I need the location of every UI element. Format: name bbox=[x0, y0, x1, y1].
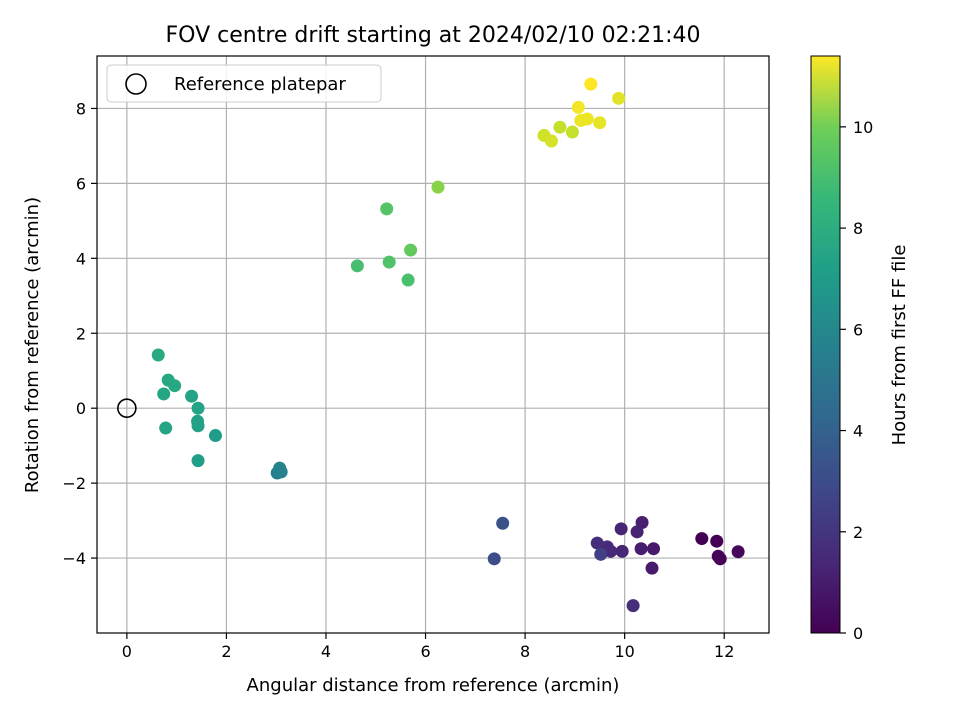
data-point bbox=[487, 552, 501, 566]
y-axis-label: Rotation from reference (arcmin) bbox=[22, 197, 43, 493]
chart-title: FOV centre drift starting at 2024/02/10 … bbox=[166, 23, 701, 48]
y-tick-label: 8 bbox=[76, 99, 86, 118]
data-point bbox=[157, 387, 171, 401]
colorbar-gradient bbox=[810, 55, 841, 634]
data-point bbox=[731, 545, 745, 559]
x-tick-label: 6 bbox=[420, 642, 430, 661]
data-point bbox=[553, 120, 567, 134]
y-tick-label: 2 bbox=[76, 324, 86, 343]
data-point bbox=[350, 259, 364, 273]
x-tick-label: 0 bbox=[122, 642, 132, 661]
legend-label: Reference platepar bbox=[174, 74, 346, 95]
colorbar-tick-label: 2 bbox=[853, 523, 863, 542]
data-point bbox=[645, 561, 659, 575]
data-point bbox=[273, 461, 287, 475]
colorbar-tick-label: 4 bbox=[853, 422, 863, 441]
data-point bbox=[191, 454, 205, 468]
colorbar-ticks: 0 2 4 6 8 10 bbox=[840, 118, 873, 643]
data-point bbox=[590, 536, 604, 550]
y-tick-label: 6 bbox=[76, 174, 86, 193]
data-point bbox=[647, 542, 661, 556]
x-tick-label: 8 bbox=[520, 642, 530, 661]
x-axis-label: Angular distance from reference (arcmin) bbox=[247, 675, 620, 696]
data-point bbox=[626, 599, 640, 613]
data-point bbox=[634, 542, 648, 556]
grid-lines bbox=[97, 56, 769, 633]
data-point bbox=[614, 522, 628, 536]
x-tick-label: 4 bbox=[321, 642, 331, 661]
colorbar-tick-label: 8 bbox=[853, 219, 863, 238]
x-tick-label: 2 bbox=[221, 642, 231, 661]
y-tick-label: −2 bbox=[62, 474, 86, 493]
data-point bbox=[401, 273, 415, 287]
data-point bbox=[191, 414, 205, 428]
data-point bbox=[630, 525, 644, 539]
y-tick-label: −4 bbox=[62, 549, 86, 568]
data-point bbox=[431, 180, 445, 194]
colorbar-tick-label: 0 bbox=[853, 624, 863, 643]
data-point bbox=[208, 429, 222, 443]
colorbar-tick-label: 6 bbox=[853, 320, 863, 339]
data-point bbox=[612, 91, 626, 105]
y-axis-ticks: −4 −2 0 2 4 6 8 bbox=[62, 99, 97, 568]
data-point bbox=[191, 401, 205, 415]
data-point bbox=[544, 134, 558, 148]
data-point bbox=[159, 421, 173, 435]
data-point bbox=[185, 389, 199, 403]
y-tick-label: 0 bbox=[76, 399, 86, 418]
data-point bbox=[584, 77, 598, 91]
legend: Reference platepar bbox=[106, 64, 382, 103]
plot-frame bbox=[96, 55, 770, 634]
data-point bbox=[580, 112, 594, 126]
data-point bbox=[380, 202, 394, 216]
data-point bbox=[571, 100, 585, 114]
x-tick-label: 10 bbox=[614, 642, 634, 661]
data-point bbox=[565, 125, 579, 139]
colorbar: 0 2 4 6 8 10 Hours from first FF file bbox=[810, 55, 910, 643]
legend-box bbox=[106, 64, 382, 103]
data-point bbox=[594, 547, 608, 561]
data-point bbox=[615, 544, 629, 558]
x-axis-ticks: 0 2 4 6 8 10 12 bbox=[122, 633, 734, 661]
colorbar-tick-label: 10 bbox=[853, 118, 873, 137]
data-point bbox=[593, 116, 607, 130]
reference-platepar-marker bbox=[117, 398, 137, 418]
data-point bbox=[496, 516, 510, 530]
data-point bbox=[161, 373, 175, 387]
data-point bbox=[151, 348, 165, 362]
x-tick-label: 12 bbox=[714, 642, 734, 661]
data-point bbox=[710, 534, 724, 548]
colorbar-label: Hours from first FF file bbox=[889, 245, 910, 446]
data-point bbox=[695, 532, 709, 546]
data-point bbox=[382, 255, 396, 269]
data-point bbox=[713, 552, 727, 566]
data-points bbox=[151, 77, 745, 613]
legend-marker-icon bbox=[125, 73, 147, 95]
data-point bbox=[404, 243, 418, 257]
y-tick-label: 4 bbox=[76, 249, 86, 268]
